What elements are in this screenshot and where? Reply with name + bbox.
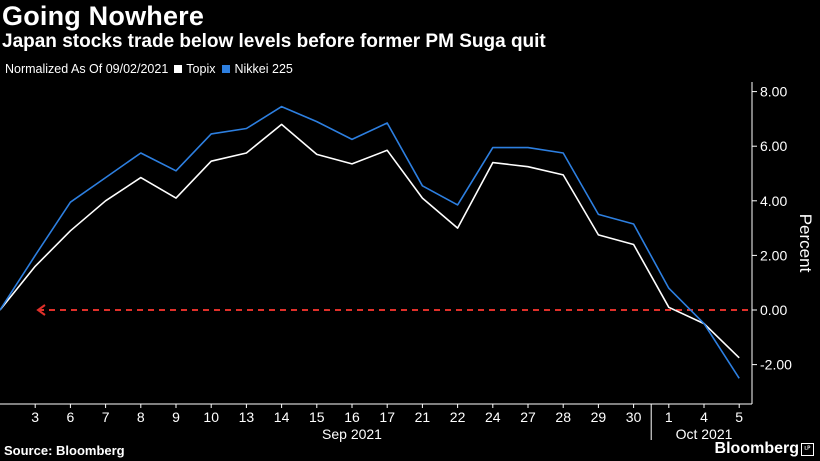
source-note: Source: Bloomberg (4, 443, 125, 458)
legend-swatch-topix (174, 65, 183, 73)
x-tick-label: 6 (67, 409, 75, 425)
y-tick-label: 0.00 (760, 302, 787, 318)
x-tick-label: 9 (172, 409, 180, 425)
x-tick-label: 7 (102, 409, 110, 425)
legend-item-nikkei: Nikkei 225 (222, 62, 293, 76)
x-tick-label: 13 (239, 409, 255, 425)
y-tick-label: 4.00 (760, 193, 787, 209)
bloomberg-logo: Bloomberg ᴸᴾ (715, 440, 814, 458)
x-tick-label: 28 (555, 409, 571, 425)
brand-name: Bloomberg (714, 440, 799, 457)
legend-label-topix: Topix (186, 62, 216, 76)
x-tick-label: 29 (591, 409, 607, 425)
y-tick-label: 2.00 (760, 247, 787, 263)
y-tick-label: 8.00 (760, 84, 787, 100)
reference-arrow-icon (36, 304, 46, 316)
x-tick-label: 14 (274, 409, 290, 425)
brand-mark-icon: ᴸᴾ (801, 442, 814, 456)
month-label: Oct 2021 (676, 426, 733, 442)
topix-line (0, 123, 740, 359)
legend-item-topix: Topix (174, 62, 215, 76)
x-tick-label: 3 (31, 409, 39, 425)
nikkei-line (0, 105, 740, 379)
x-tick-label: 1 (665, 409, 673, 425)
x-tick-label: 17 (379, 409, 395, 425)
legend: Normalized As Of 09/02/2021 Topix Nikkei… (5, 62, 300, 76)
y-tick-label: 6.00 (760, 138, 787, 154)
x-tick-label: 24 (485, 409, 501, 425)
legend-label-nikkei: Nikkei 225 (234, 62, 293, 76)
x-tick-label: 15 (309, 409, 325, 425)
x-tick-label: 30 (626, 409, 642, 425)
x-tick-label: 10 (203, 409, 219, 425)
legend-swatch-nikkei (222, 65, 231, 73)
month-label: Sep 2021 (322, 426, 382, 442)
x-tick-label: 16 (344, 409, 360, 425)
x-tick-label: 8 (137, 409, 145, 425)
chart-title: Going Nowhere (2, 1, 205, 31)
x-tick-label: 4 (700, 409, 708, 425)
legend-normalization-note: Normalized As Of 09/02/2021 (5, 62, 169, 76)
x-tick-label: 22 (450, 409, 466, 425)
chart-subtitle: Japan stocks trade below levels before f… (2, 31, 546, 52)
x-tick-label: 21 (415, 409, 431, 425)
y-axis-label: Percent (796, 214, 815, 273)
x-tick-label: 27 (520, 409, 536, 425)
x-tick-label: 5 (735, 409, 743, 425)
y-tick-label: -2.00 (760, 357, 792, 373)
